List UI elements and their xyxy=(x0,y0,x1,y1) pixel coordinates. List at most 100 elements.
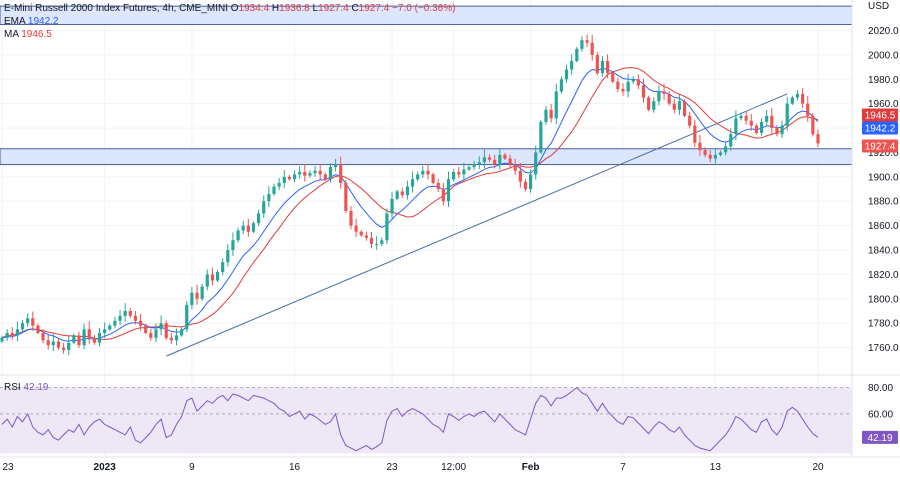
time-axis: 23 2023 9 16 23 12:00 Feb 7 13 20 xyxy=(0,456,900,473)
price-tick-label: 2020.0 xyxy=(868,26,899,37)
candle-down xyxy=(138,320,143,326)
candle-up xyxy=(72,335,76,343)
rsi-tag-bg xyxy=(862,430,898,444)
legend-symbol-row: E-Mini Russell 2000 Index Futures, 4h, C… xyxy=(4,3,455,14)
trendline-line xyxy=(166,93,788,357)
trendline xyxy=(166,93,788,357)
candle-down xyxy=(508,158,512,165)
candle-down xyxy=(369,237,374,244)
candle-up xyxy=(20,323,25,330)
ohlc-key-h: H xyxy=(269,3,280,14)
candle-down xyxy=(287,176,291,180)
candle-up xyxy=(785,103,789,126)
legend-rsi[interactable]: RSI 42.19 xyxy=(4,382,48,393)
ohlc-key-c: C xyxy=(348,3,359,14)
candle-down xyxy=(816,134,820,144)
rsi-value: 42.19 xyxy=(23,382,49,393)
candle-up xyxy=(333,164,338,168)
candle-down xyxy=(672,103,676,110)
candle-down xyxy=(441,189,445,202)
candle-down xyxy=(144,325,148,333)
time-tick-label: Feb xyxy=(522,462,540,473)
candle-down xyxy=(318,170,322,175)
candle-up xyxy=(118,315,122,321)
rsi-tick-label: 80.00 xyxy=(868,383,893,394)
time-tick-label: 13 xyxy=(710,462,722,473)
candle-up xyxy=(729,134,733,147)
rsi-band xyxy=(0,387,852,454)
legend-ema[interactable]: EMA 1942.2 xyxy=(4,16,59,27)
candle-down xyxy=(703,150,707,155)
candle-down xyxy=(344,182,348,212)
price-tick-label: 1880.0 xyxy=(868,197,899,208)
candle-up xyxy=(395,191,399,199)
price-tick-label: 1780.0 xyxy=(868,319,899,330)
price-tick-label: 1820.0 xyxy=(868,270,899,281)
candle-down xyxy=(133,315,138,321)
candle-up xyxy=(159,323,163,330)
legend-ma[interactable]: MA 1946.5 xyxy=(4,29,52,40)
candle-down xyxy=(641,85,646,98)
candle-down xyxy=(61,347,66,351)
candle-down xyxy=(195,292,199,299)
candle-down xyxy=(682,101,687,116)
candle-up xyxy=(416,174,420,180)
rsi-tick-label: 60.00 xyxy=(868,409,893,420)
price-tag-bg xyxy=(862,121,898,135)
time-tick-label: 23 xyxy=(2,462,14,473)
candle-up xyxy=(759,121,764,133)
candle-down xyxy=(41,332,45,341)
time-tick-label: 2023 xyxy=(94,462,117,473)
candle-down xyxy=(164,323,168,338)
ohlc-key-l: L xyxy=(309,3,319,14)
symbol-title: E-Mini Russell 2000 Index Futures, 4h, C… xyxy=(4,3,228,14)
candle-up xyxy=(26,318,30,324)
candle-up xyxy=(600,60,605,74)
candle-up xyxy=(226,250,230,263)
candle-down xyxy=(605,60,610,74)
rsi-label: RSI xyxy=(4,382,21,393)
candle-up xyxy=(559,79,563,92)
ma-label: MA xyxy=(4,29,19,40)
ma-line xyxy=(1,67,819,341)
candle-up xyxy=(0,337,4,342)
candle-up xyxy=(739,115,743,119)
candle-up xyxy=(482,157,487,163)
candle-up xyxy=(421,170,425,175)
candle-down xyxy=(77,335,81,346)
candle-down xyxy=(708,154,712,159)
price-tag-text: 1942.2 xyxy=(865,124,896,135)
candle-up xyxy=(267,193,271,202)
candle-down xyxy=(149,332,153,338)
candle-up xyxy=(539,121,543,153)
candle-down xyxy=(647,97,651,110)
candle-up xyxy=(308,173,312,176)
candle-up xyxy=(221,262,225,272)
rsi-tag-text: 42.19 xyxy=(867,433,892,444)
candle-down xyxy=(775,128,779,135)
candle-up xyxy=(174,335,179,341)
price-tick-label: 1860.0 xyxy=(868,221,899,232)
candle-up xyxy=(534,152,538,175)
candle-up xyxy=(467,167,471,170)
candle-up xyxy=(452,171,456,180)
candle-down xyxy=(811,115,815,135)
price-tick-label: 1800.0 xyxy=(868,294,899,305)
candle-down xyxy=(349,211,353,226)
candle-up xyxy=(718,152,723,155)
candle-up xyxy=(251,223,256,232)
candle-up xyxy=(390,198,394,214)
candle-up xyxy=(313,170,317,174)
time-tick-label: 23 xyxy=(386,462,398,473)
candle-down xyxy=(46,340,50,346)
candle-up xyxy=(564,69,569,80)
candle-up xyxy=(5,332,9,338)
candle-up xyxy=(51,341,55,346)
time-tick-label: 16 xyxy=(289,462,301,473)
candle-down xyxy=(323,174,327,180)
candle-down xyxy=(493,159,497,165)
candle-up xyxy=(765,115,769,122)
candle-up xyxy=(724,146,728,153)
candle-up xyxy=(375,243,379,245)
